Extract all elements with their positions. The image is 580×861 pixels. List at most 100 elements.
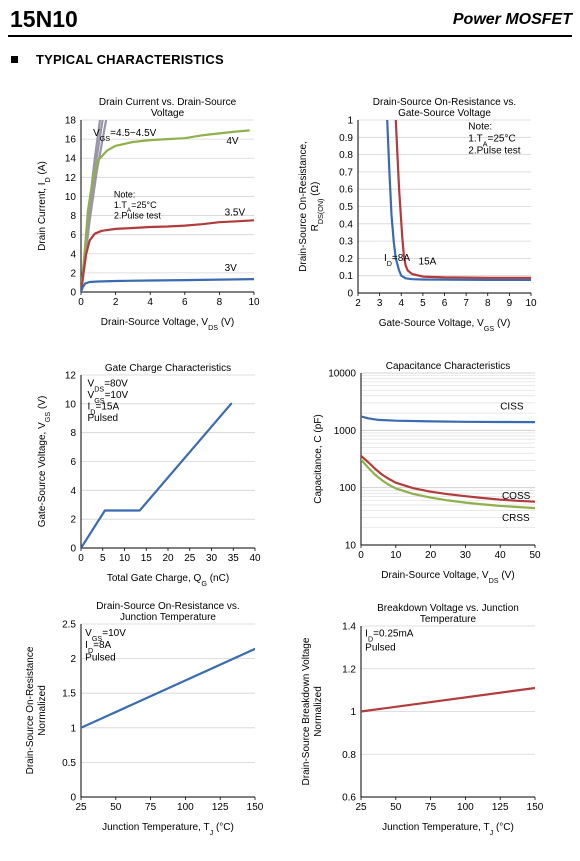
- annotation: 1.TA=25°C: [114, 200, 157, 214]
- y-axis-label: Capacitance, C (pF): [313, 414, 324, 503]
- chart-3: 0 5 10 15 20 25 30 35 40 0 2 4 6 8 10 12 Gate Charge Cha…: [37, 363, 261, 588]
- chart-title: Gate Charge Characteristics: [105, 363, 231, 374]
- series-label: 3.5V: [225, 208, 246, 219]
- y-tick-label: 0.8: [339, 150, 353, 161]
- y-tick-label: 0.3: [339, 237, 353, 248]
- chart-2: 2 3 4 5 6 7 8 9 10 0 0.1 0.2 0.3 0.4 0.5 0.6 0.7 0.8 0.9 1 D…: [298, 97, 537, 333]
- y-tick-label: 0: [70, 288, 76, 299]
- y-tick-label: 100: [339, 483, 356, 494]
- x-tick-label: 5: [100, 553, 106, 564]
- x-axis-label: Drain-Source Voltage, VDS (V): [101, 317, 234, 332]
- x-tick-label: 75: [425, 802, 437, 813]
- y-tick-label: 1: [347, 116, 353, 127]
- y-tick-label: 0.7: [339, 167, 353, 178]
- y-tick-label: 0: [70, 544, 76, 555]
- annotation: Note:: [468, 122, 492, 133]
- x-tick-label: 100: [457, 802, 474, 813]
- annotation: VGS=10V: [85, 628, 126, 643]
- x-tick-label: 7: [463, 298, 469, 309]
- series-line: [81, 278, 254, 292]
- y-axis-label: Drain-Source On-Resistance,: [298, 141, 309, 272]
- y-tick-label: 18: [65, 116, 77, 127]
- section-bullet: [11, 56, 18, 63]
- series-line: [394, 120, 531, 279]
- series-line: [361, 686, 535, 713]
- x-tick-label: 0: [358, 550, 364, 561]
- x-axis-label: Junction Temperature, TJ (°C): [102, 822, 234, 837]
- product-type: Power MOSFET: [452, 11, 572, 28]
- x-tick-label: 10: [248, 297, 260, 308]
- y-tick-label: 1.5: [62, 689, 76, 700]
- x-axis-label: Gate-Source Voltage, VGS (V): [379, 318, 511, 333]
- x-tick-label: 6: [182, 297, 188, 308]
- annotation: Pulsed: [88, 413, 119, 424]
- x-tick-label: 6: [442, 298, 448, 309]
- y-tick-label: 1: [350, 707, 356, 718]
- y-tick-label: 2: [70, 515, 76, 526]
- y-tick-label: 10000: [328, 369, 356, 380]
- annotation: VGS=4.5~4.5V: [93, 128, 157, 143]
- y-tick-label: 12: [65, 173, 77, 184]
- x-tick-label: 35: [228, 553, 240, 564]
- series-line: [361, 454, 535, 503]
- y-axis-label: Normalized: [313, 686, 324, 737]
- x-tick-label: 25: [355, 802, 367, 813]
- annotation: ID=0.25mA: [365, 629, 414, 644]
- chart-6: 25 50 75 100 125 150 0.6 0.8 1 1.2 1.4 Breakdown Vo…: [301, 603, 544, 837]
- y-tick-label: 0.2: [339, 254, 353, 265]
- y-tick-label: 0.9: [339, 133, 353, 144]
- x-tick-label: 50: [390, 802, 402, 813]
- chart-title: Capacitance Characteristics: [386, 361, 511, 372]
- x-tick-label: 2: [113, 297, 119, 308]
- y-tick-label: 1.4: [342, 622, 356, 633]
- annotation: 2.Pulse test: [114, 210, 162, 220]
- chart-title: Breakdown Voltage vs. Junction: [377, 603, 519, 614]
- series-line: [81, 647, 255, 729]
- series-label: 4V: [226, 136, 239, 147]
- y-tick-label: 2.5: [62, 620, 76, 631]
- x-tick-label: 25: [75, 802, 87, 813]
- y-tick-label: 0.8: [342, 750, 356, 761]
- gridlines: [361, 372, 535, 546]
- x-tick-label: 125: [492, 802, 509, 813]
- annotation: 2.Pulse test: [468, 146, 520, 157]
- chart-title: Gate-Source Voltage: [398, 108, 491, 119]
- y-tick-label: 4: [70, 486, 76, 497]
- y-tick-label: 0: [70, 793, 76, 804]
- y-tick-label: 0: [347, 289, 353, 300]
- section-title: TYPICAL CHARACTERISTICS: [36, 52, 224, 67]
- y-tick-label: 0.5: [339, 202, 353, 213]
- y-tick-label: 1.2: [342, 664, 356, 675]
- y-tick-label: 2: [70, 268, 76, 279]
- y-tick-label: 0.4: [339, 219, 353, 230]
- y-tick-label: 1000: [334, 426, 357, 437]
- x-tick-label: 50: [110, 802, 122, 813]
- series-line: [81, 402, 233, 548]
- x-tick-label: 10: [390, 550, 402, 561]
- y-axis-label: RDS(ON) (Ω): [310, 182, 325, 232]
- chart-title: Junction Temperature: [120, 612, 216, 623]
- series-line: [361, 458, 535, 510]
- header-divider: [8, 35, 572, 37]
- series-line: [81, 129, 250, 292]
- y-tick-label: 0.5: [62, 758, 76, 769]
- y-tick-label: 1: [70, 723, 76, 734]
- series-line: [361, 415, 535, 424]
- y-tick-label: 2: [70, 654, 76, 665]
- x-tick-label: 125: [212, 802, 229, 813]
- series-line: [81, 219, 254, 292]
- x-tick-label: 10: [525, 298, 537, 309]
- annotation: Pulsed: [365, 643, 396, 654]
- x-axis-label: Junction Temperature, TJ (°C): [382, 822, 514, 837]
- x-tick-label: 3: [377, 298, 383, 309]
- chart-title: Temperature: [420, 614, 477, 625]
- x-tick-label: 100: [177, 802, 194, 813]
- y-tick-label: 8: [70, 428, 76, 439]
- x-tick-label: 25: [184, 553, 196, 564]
- chart-title: Drain Current vs. Drain-Source: [99, 97, 237, 108]
- chart-title: Drain-Source On-Resistance vs.: [373, 97, 516, 108]
- y-axis-label: Drain-Source Breakdown Voltage: [301, 637, 312, 785]
- x-tick-label: 4: [147, 297, 153, 308]
- y-tick-label: 16: [65, 135, 77, 146]
